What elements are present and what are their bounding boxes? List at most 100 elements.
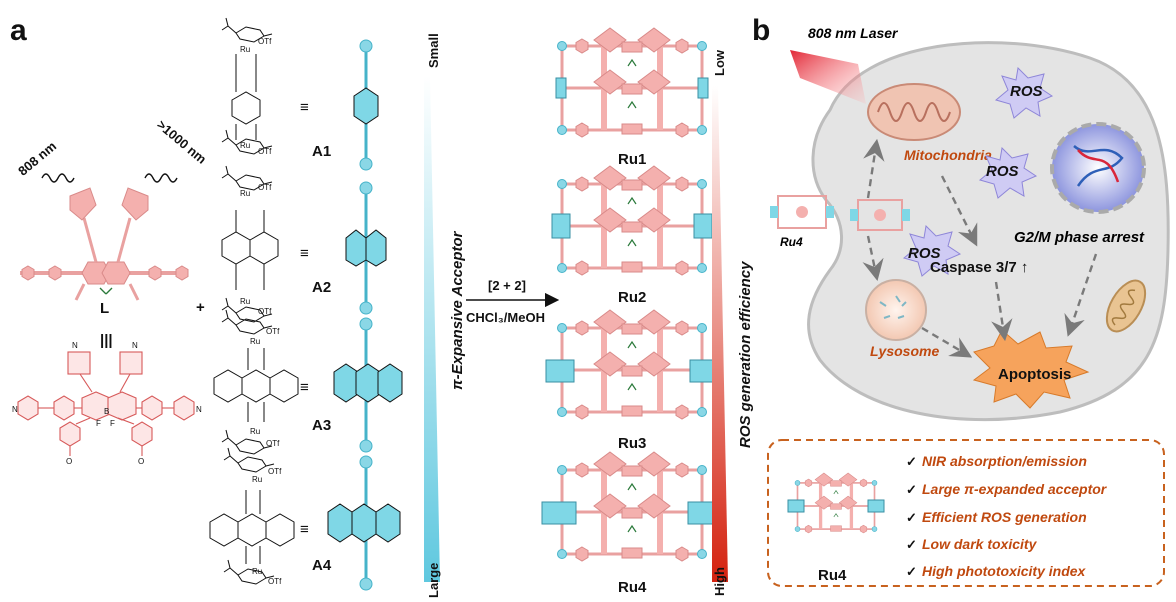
ligand-f-right: F xyxy=(110,419,115,428)
product-ru4-label: Ru4 xyxy=(618,579,647,596)
summary-check: ✓ xyxy=(906,537,917,552)
summary-item: Large π-expanded acceptor xyxy=(922,481,1108,497)
product-ru1-cage xyxy=(558,28,707,137)
a4-equiv: ≡ xyxy=(300,521,309,538)
a1-equiv: ≡ xyxy=(300,99,309,116)
apoptosis-burst xyxy=(972,329,1090,409)
ros-burst-top xyxy=(994,66,1054,119)
acceptor-schematic-a1 xyxy=(353,39,379,171)
mitochondria-label: Mitochondria xyxy=(904,147,992,163)
a4-ru-bottom: Ru xyxy=(252,567,262,576)
wavelength-1000: >1000 nm xyxy=(154,117,209,167)
summary-item: Low dark toxicity xyxy=(922,536,1038,552)
ros-axis-bottom: High xyxy=(712,567,727,596)
ros-axis-top: Low xyxy=(712,49,727,76)
summary-ru4-cage xyxy=(795,473,877,533)
a1-otf-bottom: OTf xyxy=(258,147,272,156)
a2-otf-bottom: OTf xyxy=(258,307,272,316)
summary-check: ✓ xyxy=(906,482,917,497)
product-ru3-label: Ru3 xyxy=(618,435,646,452)
summary-box xyxy=(767,439,1165,587)
mitochondria-small-organelle xyxy=(1105,279,1147,333)
ros-label-middle: ROS xyxy=(986,163,1019,180)
summary-item: NIR absorption/emission xyxy=(922,453,1087,469)
ru4-entry-label: Ru4 xyxy=(780,235,803,249)
acceptor-a1-label: A1 xyxy=(312,143,331,160)
laser-beam xyxy=(790,50,866,104)
a3-otf-bottom: OTf xyxy=(266,439,280,448)
product-ru2-label: Ru2 xyxy=(618,289,646,306)
ros-label-top: ROS xyxy=(1010,83,1043,100)
acceptor-axis-bottom: Large xyxy=(426,563,441,598)
a2-otf-top: OTf xyxy=(258,183,272,192)
apoptosis-label: Apoptosis xyxy=(998,366,1071,383)
summary-list: ✓ NIR absorption/emission ✓ Large π-expa… xyxy=(906,453,1108,579)
ligand-o-left: O xyxy=(66,457,72,466)
ligand-n-pyr-right: N xyxy=(196,405,202,414)
lysosome-label: Lysosome xyxy=(870,343,939,359)
a2-ru-top: Ru xyxy=(240,189,250,198)
product-ru3-cage xyxy=(558,310,707,419)
a3-ru-top: Ru xyxy=(250,337,260,346)
plus-sign: + xyxy=(196,299,205,316)
g2m-label: G2/M phase arrest xyxy=(1014,229,1145,246)
summary-ru4-label: Ru4 xyxy=(818,567,847,584)
ros-burst-middle xyxy=(978,146,1038,199)
a3-ru-bottom: Ru xyxy=(250,427,260,436)
ligand-label: L xyxy=(100,300,109,317)
a1-otf-top: OTf xyxy=(258,37,272,46)
summary-item: Efficient ROS generation xyxy=(922,509,1087,525)
ros-axis-title: ROS generation efficiency xyxy=(737,261,754,448)
a3-otf-top: OTf xyxy=(266,327,280,336)
summary-check: ✓ xyxy=(906,454,917,469)
acceptor-structure-a3 xyxy=(213,309,299,455)
ligand-n-pyr-left: N xyxy=(12,405,18,414)
ru4-entry-complex xyxy=(770,195,910,231)
pathway-arrows xyxy=(862,138,1098,358)
ros-burst-lower xyxy=(902,224,962,277)
product-ru2-cage xyxy=(558,166,707,275)
ros-gradient-bar xyxy=(712,86,728,582)
a4-ru-top: Ru xyxy=(252,475,262,484)
lysosome-organelle xyxy=(865,279,927,341)
ligand-equiv: ||| xyxy=(100,332,113,349)
ligand-structure xyxy=(17,351,195,456)
caspase-label: Caspase 3/7 ↑ xyxy=(930,259,1028,276)
summary-check: ✓ xyxy=(906,564,917,579)
acceptor-schematic-a4 xyxy=(327,455,401,591)
a4-otf-top: OTf xyxy=(268,467,282,476)
acceptor-structure-a2 xyxy=(221,165,279,323)
reaction-stoichiometry: [2 + 2] xyxy=(488,278,526,293)
ligand-b-atom: B xyxy=(104,407,109,416)
acceptor-schematic-a3 xyxy=(333,317,403,453)
acceptor-axis-title: π-Expansive Acceptor xyxy=(449,230,466,390)
ros-label-lower: ROS xyxy=(908,245,941,262)
ligand-n-right: N xyxy=(132,341,138,350)
acceptor-gradient-bar xyxy=(424,76,440,582)
acceptor-a2-label: A2 xyxy=(312,279,331,296)
wave-808-arrow xyxy=(41,173,75,183)
a1-ru-top: Ru xyxy=(240,45,250,54)
acceptor-schematic-a2 xyxy=(345,181,387,315)
a2-equiv: ≡ xyxy=(300,245,309,262)
wavelength-808: 808 nm xyxy=(15,138,59,178)
a4-otf-bottom: OTf xyxy=(268,577,282,586)
acceptor-axis-top: Small xyxy=(426,33,441,68)
panel-b-label: b xyxy=(752,14,770,47)
ligand-schematic xyxy=(20,187,189,301)
summary-item: High phototoxicity index xyxy=(922,563,1087,579)
wave-1000-arrow xyxy=(144,173,178,183)
laser-label: 808 nm Laser xyxy=(808,25,899,41)
a2-ru-bottom: Ru xyxy=(240,297,250,306)
acceptor-a3-label: A3 xyxy=(312,417,331,434)
reaction-solvent: CHCl₃/MeOH xyxy=(466,310,545,325)
acceptor-structure-a4 xyxy=(209,447,295,585)
summary-acceptor-wings xyxy=(787,499,885,513)
panel-a-label: a xyxy=(10,14,27,47)
nucleus-organelle xyxy=(1050,122,1146,214)
summary-check: ✓ xyxy=(906,510,917,525)
product-acceptor-wings xyxy=(541,77,723,525)
ligand-n-left: N xyxy=(72,341,78,350)
ligand-o-right: O xyxy=(138,457,144,466)
product-ru4-cage xyxy=(558,452,707,561)
